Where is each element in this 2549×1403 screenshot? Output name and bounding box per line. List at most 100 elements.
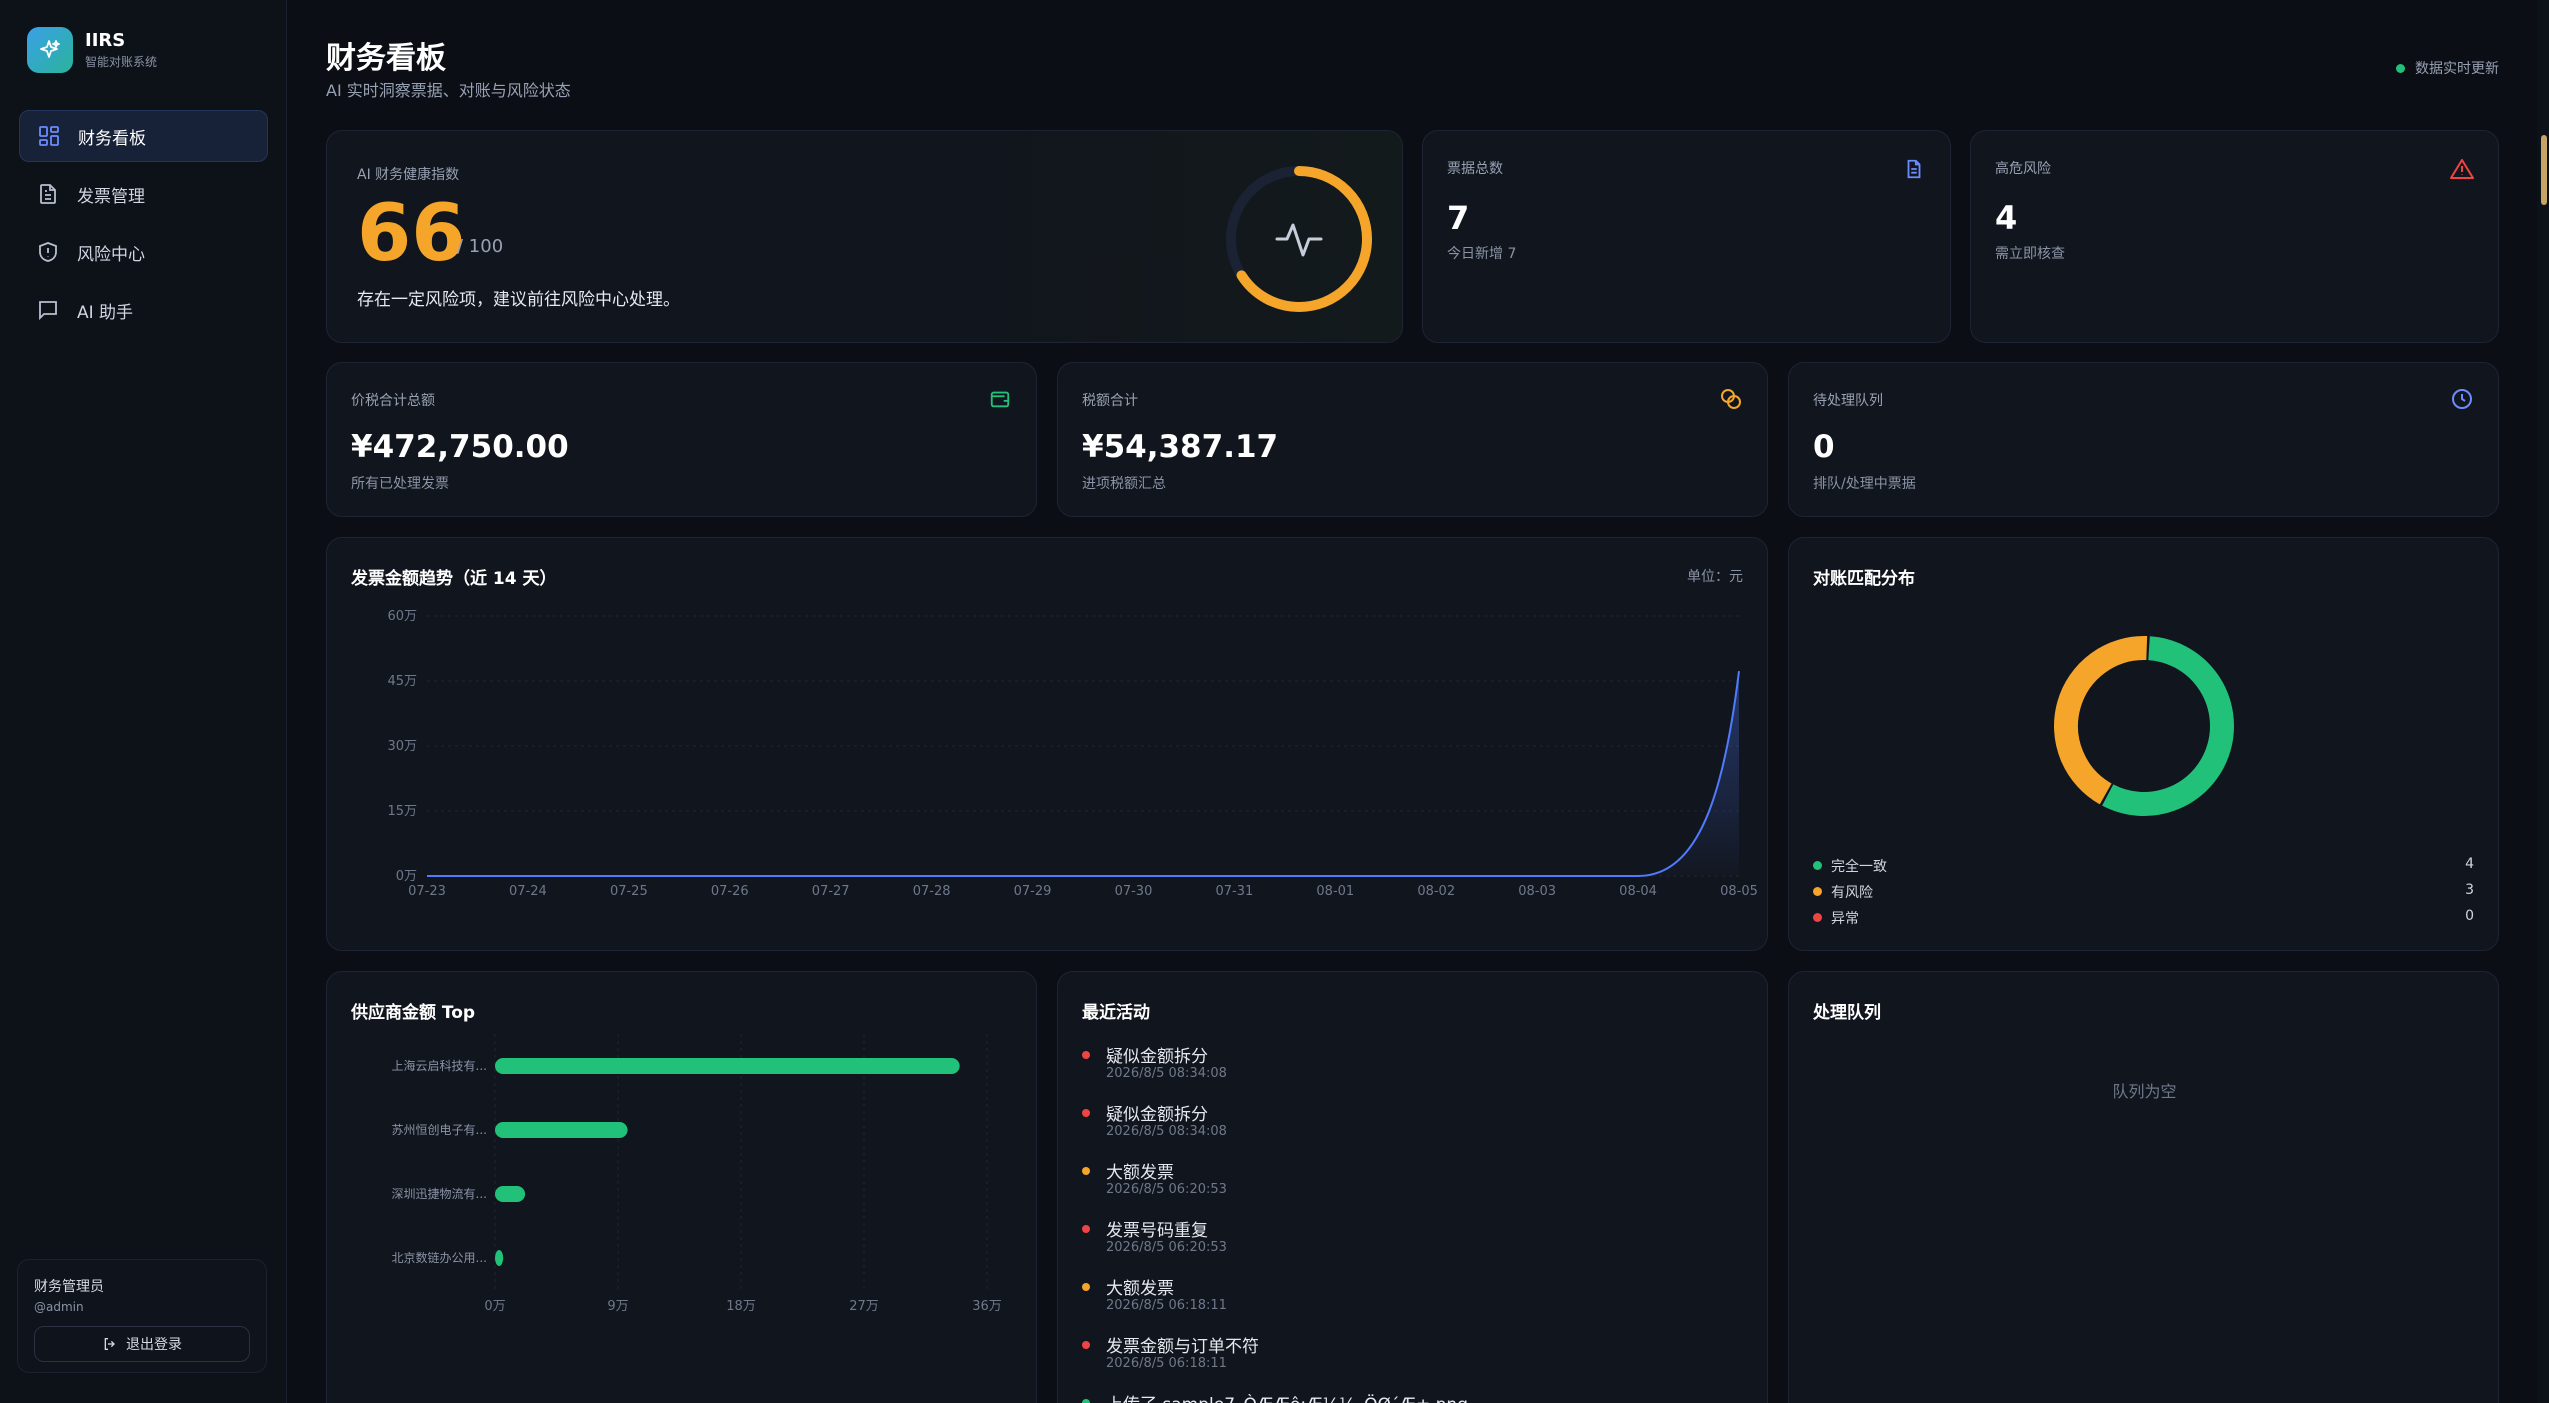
- stat-label: 票据总数: [1447, 161, 1503, 177]
- queue-empty-label: 队列为空: [2112, 1082, 2177, 1101]
- activity-item[interactable]: 疑似金额拆分 2026/8/5 08:34:08: [1082, 1100, 1742, 1150]
- coins-icon: [1719, 387, 1743, 411]
- sidebar-item-risk[interactable]: 风险中心: [19, 226, 268, 278]
- sparkle-logo-icon: [27, 27, 73, 73]
- document-icon: [35, 181, 61, 207]
- document-icon: [1902, 157, 1926, 181]
- legend-dot: [1813, 913, 1822, 922]
- stat-label: 待处理队列: [1813, 393, 1883, 409]
- x-tick-label: 07-26: [711, 884, 749, 899]
- supplier-bar: [495, 1058, 960, 1074]
- stat-card-total-amount: 价税合计总额 ¥472,750.00 所有已处理发票: [326, 362, 1037, 517]
- legend-label: 异常: [1831, 911, 1859, 927]
- activity-item[interactable]: 发票号码重复 2026/8/5 06:20:53: [1082, 1216, 1742, 1266]
- stat-sub: 排队/处理中票据: [1813, 476, 1916, 492]
- activity-status-dot: [1082, 1109, 1090, 1117]
- activity-item-time: 2026/8/5 06:20:53: [1106, 1240, 1227, 1255]
- stat-sub: 今日新增 7: [1447, 246, 1517, 262]
- legend-label: 完全一致: [1831, 859, 1887, 875]
- stat-value: 7: [1447, 199, 1470, 237]
- brand: IIRS 智能对账系统: [27, 27, 157, 73]
- chat-icon: [35, 297, 61, 323]
- pulse-icon: [1275, 223, 1323, 257]
- activity-status-dot: [1082, 1225, 1090, 1233]
- activity-item-title: 疑似金额拆分: [1106, 1047, 1208, 1067]
- x-tick-label: 27万: [849, 1299, 879, 1314]
- sidebar-item-dashboard[interactable]: 财务看板: [19, 110, 268, 162]
- warning-icon: [2450, 157, 2474, 181]
- sidebar-item-invoices[interactable]: 发票管理: [19, 168, 268, 220]
- clock-icon: [2450, 387, 2474, 411]
- sidebar: IIRS 智能对账系统 财务看板 发票管理 风险中心: [0, 0, 287, 1403]
- activity-status-dot: [1082, 1283, 1090, 1291]
- user-name: 财务管理员: [34, 1279, 104, 1295]
- health-gauge: [1226, 166, 1372, 312]
- page-scrollbar[interactable]: [2537, 0, 2549, 1403]
- x-tick-label: 9万: [607, 1299, 628, 1314]
- x-tick-label: 08-04: [1619, 884, 1657, 899]
- stat-sub: 需立即核查: [1995, 246, 2065, 262]
- activity-item[interactable]: 发票金额与订单不符 2026/8/5 06:18:11: [1082, 1332, 1742, 1382]
- trend-chart-title: 发票金额趋势（近 14 天）: [351, 569, 557, 589]
- x-tick-label: 36万: [972, 1299, 1002, 1314]
- activity-item-time: 2026/8/5 06:20:53: [1106, 1182, 1227, 1197]
- brand-title: IIRS: [85, 30, 126, 51]
- trend-unit: 单位：元: [1687, 569, 1743, 585]
- activity-status-dot: [1082, 1167, 1090, 1175]
- activity-item-title: 上传了 sample7_ÒÆÆô:Æ¼¼_ÖØ´Æ±.png: [1106, 1390, 1468, 1403]
- stat-label: 高危风险: [1995, 161, 2051, 177]
- activity-item-title: 疑似金额拆分: [1106, 1105, 1208, 1125]
- sidebar-item-label: 财务看板: [78, 128, 146, 149]
- activity-item[interactable]: 上传了 sample7_ÒÆÆô:Æ¼¼_ÖØ´Æ±.png: [1082, 1390, 1742, 1403]
- activity-item[interactable]: 疑似金额拆分 2026/8/5 08:34:08: [1082, 1042, 1742, 1092]
- sidebar-nav: 财务看板 发票管理 风险中心 AI 助手: [19, 110, 268, 342]
- activity-status-dot: [1082, 1341, 1090, 1349]
- stat-value: 4: [1995, 199, 2018, 237]
- live-status: 数据实时更新: [2396, 58, 2499, 78]
- x-tick-label: 07-24: [509, 884, 547, 899]
- x-tick-label: 08-02: [1417, 884, 1455, 899]
- stat-label: 价税合计总额: [351, 393, 435, 409]
- activity-item-time: 2026/8/5 06:18:11: [1106, 1356, 1227, 1371]
- stat-card-invoice-count: 票据总数 7 今日新增 7: [1422, 130, 1951, 343]
- x-tick-label: 07-29: [1014, 884, 1052, 899]
- y-tick-label: 30万: [387, 739, 417, 754]
- scrollbar-thumb[interactable]: [2541, 135, 2547, 205]
- sidebar-item-ai-assistant[interactable]: AI 助手: [19, 284, 268, 336]
- x-tick-label: 07-31: [1215, 884, 1253, 899]
- logout-button[interactable]: 退出登录: [34, 1326, 250, 1362]
- activity-status-dot: [1082, 1051, 1090, 1059]
- donut-slice-1: [2054, 636, 2148, 805]
- page-subtitle: AI 实时洞察票据、对账与风险状态: [326, 81, 571, 100]
- live-dot-icon: [2396, 63, 2405, 73]
- match-donut-chart: [2054, 636, 2234, 816]
- activity-status-dot: [1082, 1399, 1090, 1403]
- trend-chart-card: 发票金额趋势（近 14 天） 单位：元 0万 15万 30万 45万 60万 07-23 0…: [326, 537, 1768, 951]
- trend-line: [426, 671, 1740, 877]
- stat-value: 0: [1813, 429, 1835, 465]
- stat-sub: 所有已处理发票: [351, 476, 449, 492]
- activity-title: 最近活动: [1082, 1003, 1150, 1023]
- activity-item[interactable]: 大额发票 2026/8/5 06:20:53: [1082, 1158, 1742, 1208]
- logout-icon: [104, 1338, 115, 1350]
- stat-sub: 进项税额汇总: [1082, 476, 1166, 492]
- stat-card-queue: 待处理队列 0 排队/处理中票据: [1788, 362, 2499, 517]
- stat-card-high-risk: 高危风险 4 需立即核查: [1970, 130, 2499, 343]
- recent-activity-card: 最近活动 疑似金额拆分 2026/8/5 08:34:08 疑似金额拆分 2026/8…: [1057, 971, 1768, 1403]
- x-tick-label: 07-27: [812, 884, 850, 899]
- y-tick-label: 15万: [387, 804, 417, 819]
- queue-title: 处理队列: [1813, 1003, 1881, 1023]
- user-handle: @admin: [34, 1300, 84, 1314]
- processing-queue-card: 处理队列 队列为空: [1788, 971, 2499, 1403]
- health-message: 存在一定风险项，建议前往风险中心处理。: [357, 290, 680, 310]
- supplier-bar: [495, 1250, 504, 1266]
- activity-item[interactable]: 大额发票 2026/8/5 06:18:11: [1082, 1274, 1742, 1324]
- y-tick-label: 60万: [387, 609, 417, 624]
- x-tick-label: 07-30: [1115, 884, 1153, 899]
- x-tick-label: 18万: [726, 1299, 756, 1314]
- x-tick-label: 07-25: [610, 884, 648, 899]
- supplier-title: 供应商金额 Top: [351, 1003, 476, 1023]
- match-title: 对账匹配分布: [1813, 569, 1915, 589]
- stat-label: 税额合计: [1082, 393, 1138, 409]
